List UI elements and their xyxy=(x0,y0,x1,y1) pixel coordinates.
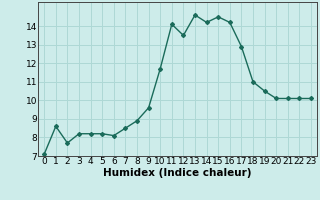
X-axis label: Humidex (Indice chaleur): Humidex (Indice chaleur) xyxy=(103,168,252,178)
